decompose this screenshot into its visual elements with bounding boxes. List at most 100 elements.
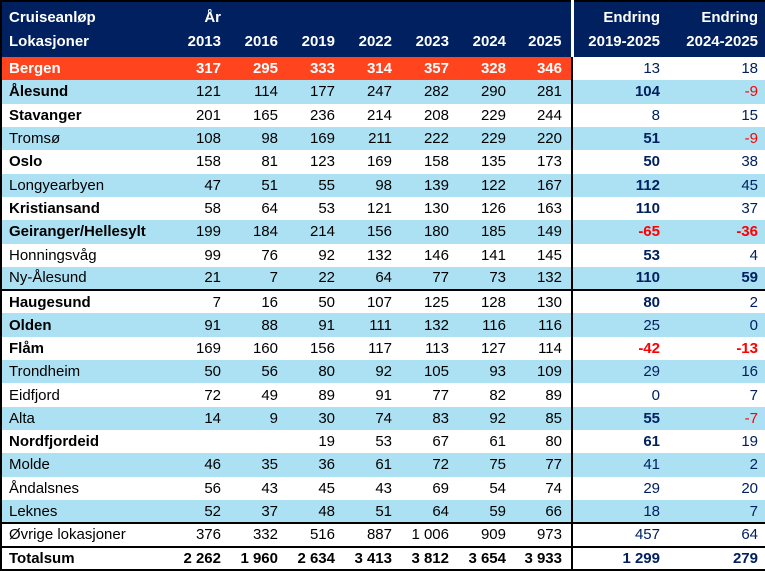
endring-2024-2025-cell: 20 xyxy=(667,476,765,500)
year-value-cell: 3 654 xyxy=(458,546,515,570)
year-value-cell: 156 xyxy=(344,220,401,244)
year-value-cell: 77 xyxy=(515,453,572,477)
endring-2019-2025-cell: 18 xyxy=(571,499,667,525)
table-row: Stavanger 201 165 236 214 208 229 244 8 15 xyxy=(1,103,765,127)
year-value-cell xyxy=(230,430,287,454)
year-value-cell: 7 xyxy=(173,290,230,314)
location-cell: Totalsum xyxy=(1,546,173,570)
year-value-cell: 9 xyxy=(230,406,287,430)
year-value-cell: 2 634 xyxy=(287,546,344,570)
year-value-cell: 357 xyxy=(401,57,458,81)
location-cell: Nordfjordeid xyxy=(1,430,173,454)
endring-2019-2025-cell: -42 xyxy=(571,336,667,361)
location-cell: Øvrige lokasjoner xyxy=(1,523,173,548)
endring-2019-2025-cell: 0 xyxy=(571,383,667,407)
year-value-cell: 208 xyxy=(401,103,458,127)
table-header: Cruiseanløp Lokasjoner År 2013 2016 2019… xyxy=(1,1,765,57)
year-value-cell: 1 006 xyxy=(401,523,458,548)
year-value-cell: 346 xyxy=(515,57,572,81)
endring-2019-2025-cell: -65 xyxy=(571,220,667,244)
endring-2019-2025-cell: 25 xyxy=(571,313,667,337)
year-value-cell: 85 xyxy=(515,406,572,430)
endring-2019-2025-cell: 110 xyxy=(571,196,667,221)
year-value-cell: 111 xyxy=(344,313,401,337)
year-value-cell: 75 xyxy=(458,453,515,477)
endring-2019-2025-cell: 80 xyxy=(571,290,667,314)
year-value-cell: 247 xyxy=(344,80,401,104)
header-year-2013: År 2013 xyxy=(173,1,230,57)
year-value-cell: 887 xyxy=(344,523,401,548)
year-value-cell: 46 xyxy=(173,453,230,477)
year-value-cell: 77 xyxy=(401,266,458,292)
year-value-cell: 199 xyxy=(173,220,230,244)
year-value-cell: 167 xyxy=(515,173,572,197)
year-value-cell: 93 xyxy=(458,360,515,384)
table-row: Eidfjord 72 49 89 91 77 82 89 0 7 xyxy=(1,383,765,407)
year-value-cell: 81 xyxy=(230,150,287,174)
year-value-cell: 35 xyxy=(230,453,287,477)
year-value-cell: 222 xyxy=(401,126,458,151)
table-row: Åndalsnes 56 43 45 43 69 54 74 29 20 xyxy=(1,476,765,500)
year-value-cell: 158 xyxy=(173,150,230,174)
header-locations: Cruiseanløp Lokasjoner xyxy=(1,1,173,57)
year-value-cell: 53 xyxy=(344,430,401,454)
endring-2024-2025-cell: 37 xyxy=(667,196,765,221)
year-value-cell: 55 xyxy=(287,173,344,197)
endring-2024-2025-cell: 15 xyxy=(667,103,765,127)
year-value-cell: 73 xyxy=(458,266,515,292)
year-value-cell: 83 xyxy=(401,406,458,430)
endring-2024-2025-cell: 4 xyxy=(667,243,765,267)
endring-2019-2025-cell: 53 xyxy=(571,243,667,267)
location-cell: Olden xyxy=(1,313,173,337)
year-value-cell: 333 xyxy=(287,57,344,81)
location-cell: Alta xyxy=(1,406,173,430)
year-value-cell: 332 xyxy=(230,523,287,548)
year-value-cell: 91 xyxy=(287,313,344,337)
year-value-cell: 3 812 xyxy=(401,546,458,570)
year-value-cell: 72 xyxy=(401,453,458,477)
year-value-cell: 290 xyxy=(458,80,515,104)
endring-2019-2025-cell: 29 xyxy=(571,360,667,384)
header-year-2025: 2025 xyxy=(515,1,572,57)
year-value-cell: 16 xyxy=(230,290,287,314)
table-row: Flåm 169 160 156 117 113 127 114 -42 -13 xyxy=(1,336,765,361)
year-value-cell: 121 xyxy=(344,196,401,221)
endring-2024-2025-cell: 45 xyxy=(667,173,765,197)
year-value-cell: 30 xyxy=(287,406,344,430)
year-value-cell: 56 xyxy=(173,476,230,500)
endring-2019-2025-cell: 104 xyxy=(571,80,667,104)
year-value-cell: 45 xyxy=(287,476,344,500)
year-value-cell: 113 xyxy=(401,336,458,361)
year-value-cell: 51 xyxy=(344,499,401,525)
year-value-cell: 214 xyxy=(344,103,401,127)
year-value-cell: 50 xyxy=(287,290,344,314)
table-row: Alta 14 9 30 74 83 92 85 55 -7 xyxy=(1,406,765,430)
location-cell: Eidfjord xyxy=(1,383,173,407)
year-value-cell: 130 xyxy=(401,196,458,221)
endring-2019-2025-cell: 112 xyxy=(571,173,667,197)
location-cell: Oslo xyxy=(1,150,173,174)
year-value-cell: 88 xyxy=(230,313,287,337)
year-value-cell: 80 xyxy=(287,360,344,384)
endring-2024-2025-cell: 7 xyxy=(667,499,765,525)
year-value-cell: 36 xyxy=(287,453,344,477)
year-value-cell: 135 xyxy=(458,150,515,174)
year-value-cell: 177 xyxy=(287,80,344,104)
year-value-cell: 160 xyxy=(230,336,287,361)
year-value-cell: 132 xyxy=(401,313,458,337)
year-value-cell: 91 xyxy=(173,313,230,337)
year-value-cell: 89 xyxy=(515,383,572,407)
year-value-cell: 314 xyxy=(344,57,401,81)
year-value-cell: 64 xyxy=(230,196,287,221)
year-value-cell: 121 xyxy=(173,80,230,104)
location-cell: Trondheim xyxy=(1,360,173,384)
year-value-cell: 49 xyxy=(230,383,287,407)
year-value-cell: 236 xyxy=(287,103,344,127)
year-value-cell: 282 xyxy=(401,80,458,104)
year-value-cell: 1 960 xyxy=(230,546,287,570)
table-row: Honningsvåg 99 76 92 132 146 141 145 53 4 xyxy=(1,243,765,267)
endring-2024-2025-cell: 7 xyxy=(667,383,765,407)
year-value-cell: 3 413 xyxy=(344,546,401,570)
year-value-cell: 58 xyxy=(173,196,230,221)
